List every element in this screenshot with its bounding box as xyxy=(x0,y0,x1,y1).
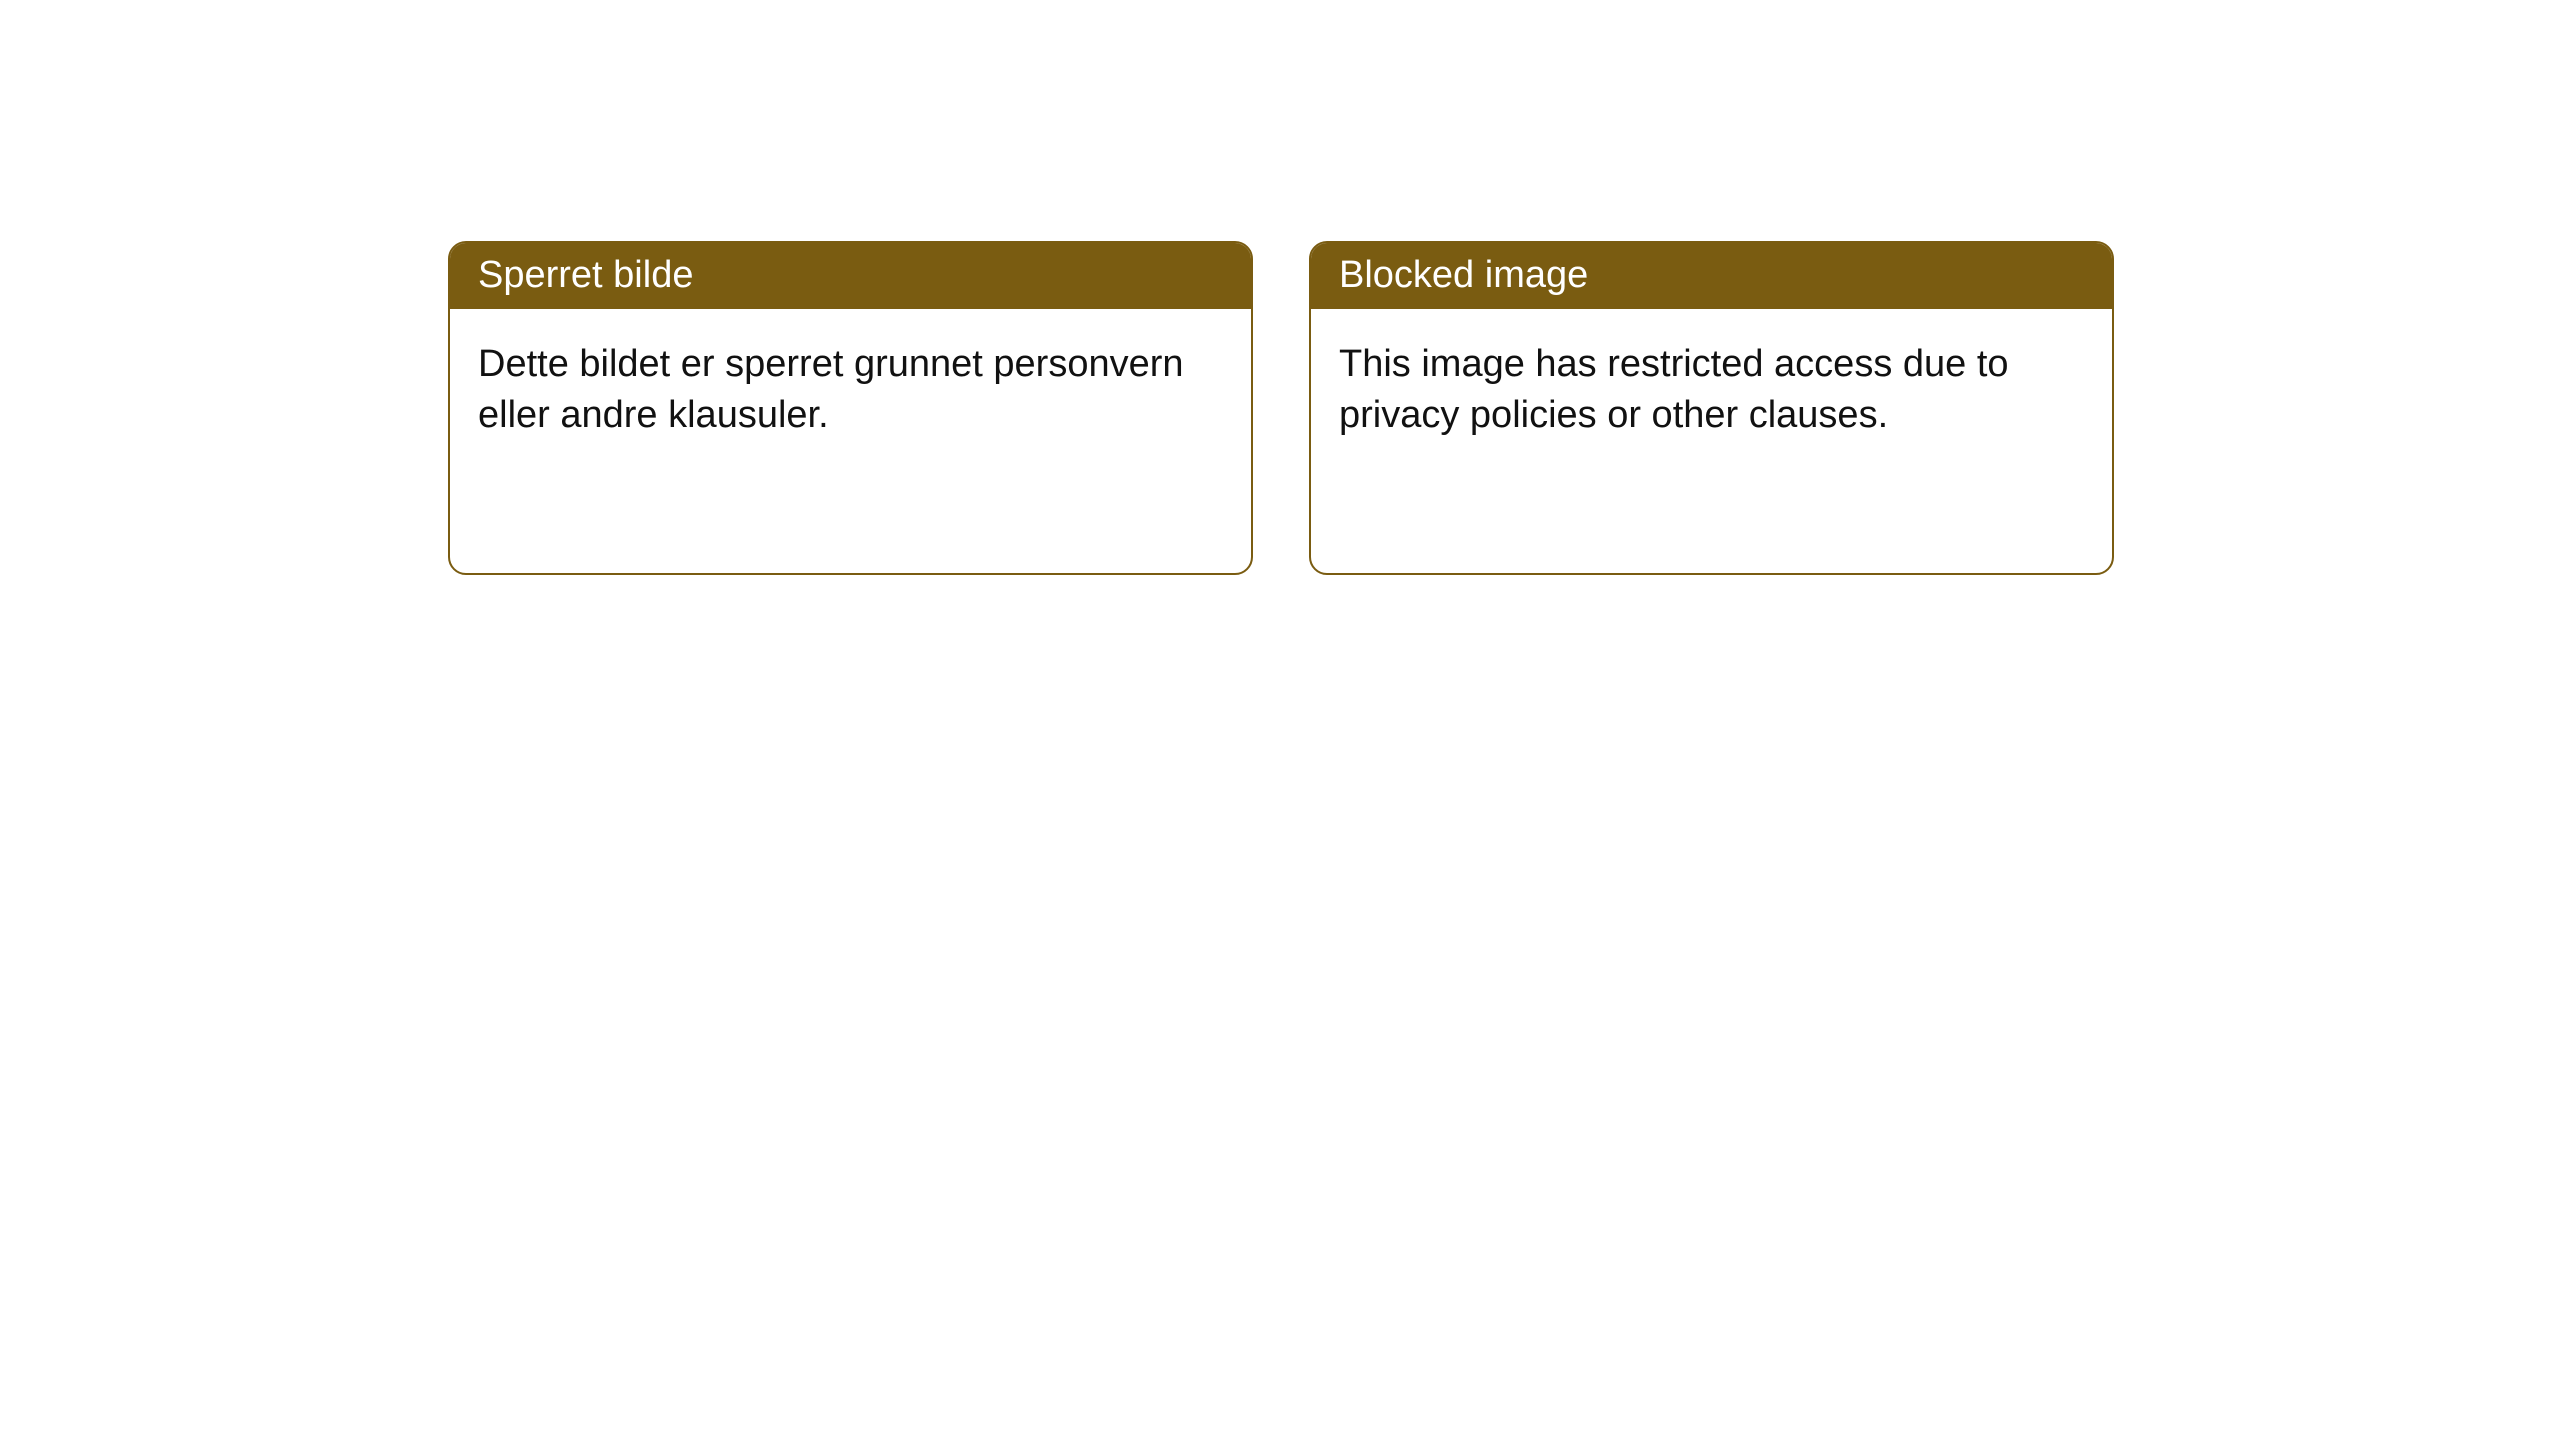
blocked-image-card-no: Sperret bilde Dette bildet er sperret gr… xyxy=(448,241,1253,575)
card-header-no: Sperret bilde xyxy=(450,243,1251,309)
card-body-no: Dette bildet er sperret grunnet personve… xyxy=(450,309,1251,472)
blocked-image-card-en: Blocked image This image has restricted … xyxy=(1309,241,2114,575)
notice-cards-container: Sperret bilde Dette bildet er sperret gr… xyxy=(0,0,2560,575)
card-header-en: Blocked image xyxy=(1311,243,2112,309)
card-body-en: This image has restricted access due to … xyxy=(1311,309,2112,472)
